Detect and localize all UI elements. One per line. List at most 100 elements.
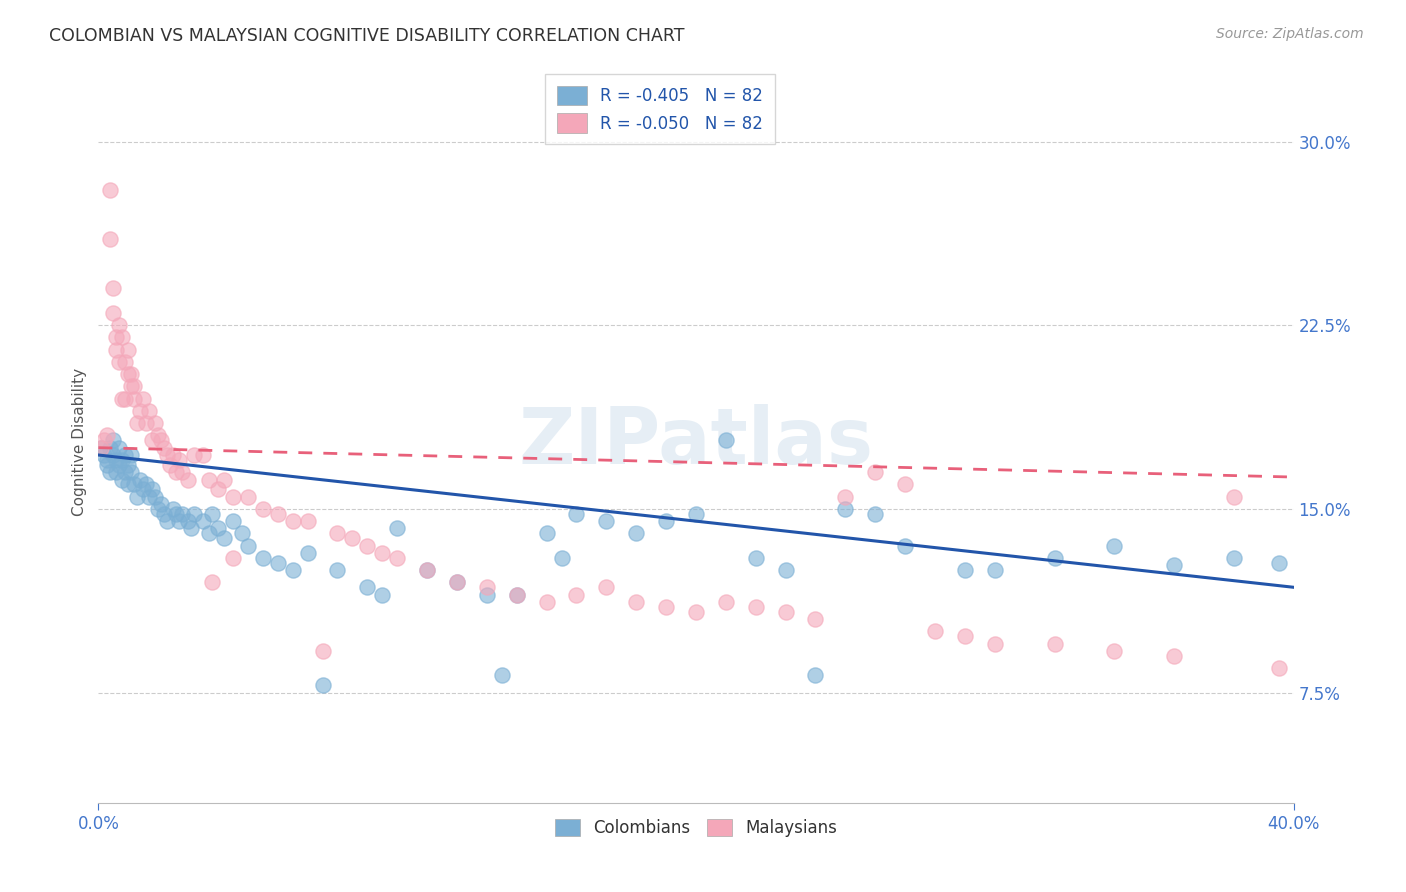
Point — [127, 490, 149, 504]
Point — [177, 514, 200, 528]
Point — [1267, 556, 1289, 570]
Point — [385, 521, 409, 535]
Point — [626, 595, 648, 609]
Point — [117, 477, 139, 491]
Point — [90, 441, 112, 455]
Point — [198, 526, 221, 541]
Point — [595, 514, 617, 528]
Point — [143, 416, 166, 430]
Point — [475, 580, 498, 594]
Point — [1223, 550, 1246, 565]
Point — [98, 232, 122, 246]
Point — [153, 507, 176, 521]
Point — [236, 490, 259, 504]
Point — [222, 490, 245, 504]
Point — [105, 343, 128, 357]
Point — [108, 355, 131, 369]
Point — [207, 521, 229, 535]
Point — [536, 595, 558, 609]
Point — [834, 502, 856, 516]
Point — [416, 563, 439, 577]
Point — [105, 330, 128, 344]
Point — [1043, 550, 1066, 565]
Point — [96, 458, 118, 472]
Point — [117, 458, 139, 472]
Point — [446, 575, 468, 590]
Point — [148, 502, 170, 516]
Point — [183, 507, 205, 521]
Point — [745, 550, 768, 565]
Point — [252, 502, 274, 516]
Point — [565, 588, 588, 602]
Point — [96, 428, 118, 442]
Point — [775, 605, 797, 619]
Point — [1104, 644, 1126, 658]
Point — [105, 465, 128, 479]
Point — [236, 539, 259, 553]
Point — [252, 550, 274, 565]
Point — [167, 514, 190, 528]
Point — [156, 448, 179, 462]
Point — [191, 448, 214, 462]
Point — [111, 453, 134, 467]
Point — [120, 367, 142, 381]
Point — [953, 629, 976, 643]
Point — [135, 477, 157, 491]
Point — [162, 448, 184, 462]
Point — [894, 539, 917, 553]
Point — [267, 507, 290, 521]
Point — [804, 612, 827, 626]
Point — [165, 507, 187, 521]
Point — [165, 465, 187, 479]
Point — [135, 416, 157, 430]
Point — [132, 392, 155, 406]
Point — [111, 392, 134, 406]
Point — [111, 330, 134, 344]
Point — [207, 483, 229, 497]
Point — [297, 546, 319, 560]
Point — [148, 428, 170, 442]
Point — [865, 507, 887, 521]
Point — [894, 477, 917, 491]
Point — [222, 514, 245, 528]
Point — [90, 441, 112, 455]
Point — [93, 448, 115, 462]
Point — [595, 580, 617, 594]
Point — [416, 563, 439, 577]
Point — [117, 367, 139, 381]
Point — [108, 458, 131, 472]
Point — [865, 465, 887, 479]
Point — [212, 531, 235, 545]
Point — [953, 563, 976, 577]
Point — [371, 588, 394, 602]
Point — [114, 355, 136, 369]
Point — [356, 580, 378, 594]
Point — [311, 678, 333, 692]
Y-axis label: Cognitive Disability: Cognitive Disability — [72, 368, 87, 516]
Point — [138, 404, 160, 418]
Point — [141, 483, 163, 497]
Point — [446, 575, 468, 590]
Text: COLOMBIAN VS MALAYSIAN COGNITIVE DISABILITY CORRELATION CHART: COLOMBIAN VS MALAYSIAN COGNITIVE DISABIL… — [49, 27, 685, 45]
Point — [371, 546, 394, 560]
Point — [98, 184, 122, 198]
Point — [1267, 661, 1289, 675]
Point — [120, 448, 142, 462]
Point — [984, 637, 1007, 651]
Point — [124, 477, 146, 491]
Point — [506, 588, 529, 602]
Point — [114, 465, 136, 479]
Point — [177, 473, 200, 487]
Point — [114, 448, 136, 462]
Legend: Colombians, Malaysians: Colombians, Malaysians — [547, 810, 845, 845]
Point — [150, 434, 173, 448]
Point — [108, 318, 131, 333]
Point — [103, 434, 125, 448]
Point — [105, 453, 128, 467]
Point — [172, 465, 194, 479]
Point — [222, 550, 245, 565]
Point — [127, 416, 149, 430]
Point — [98, 441, 122, 455]
Point — [150, 497, 173, 511]
Point — [326, 526, 349, 541]
